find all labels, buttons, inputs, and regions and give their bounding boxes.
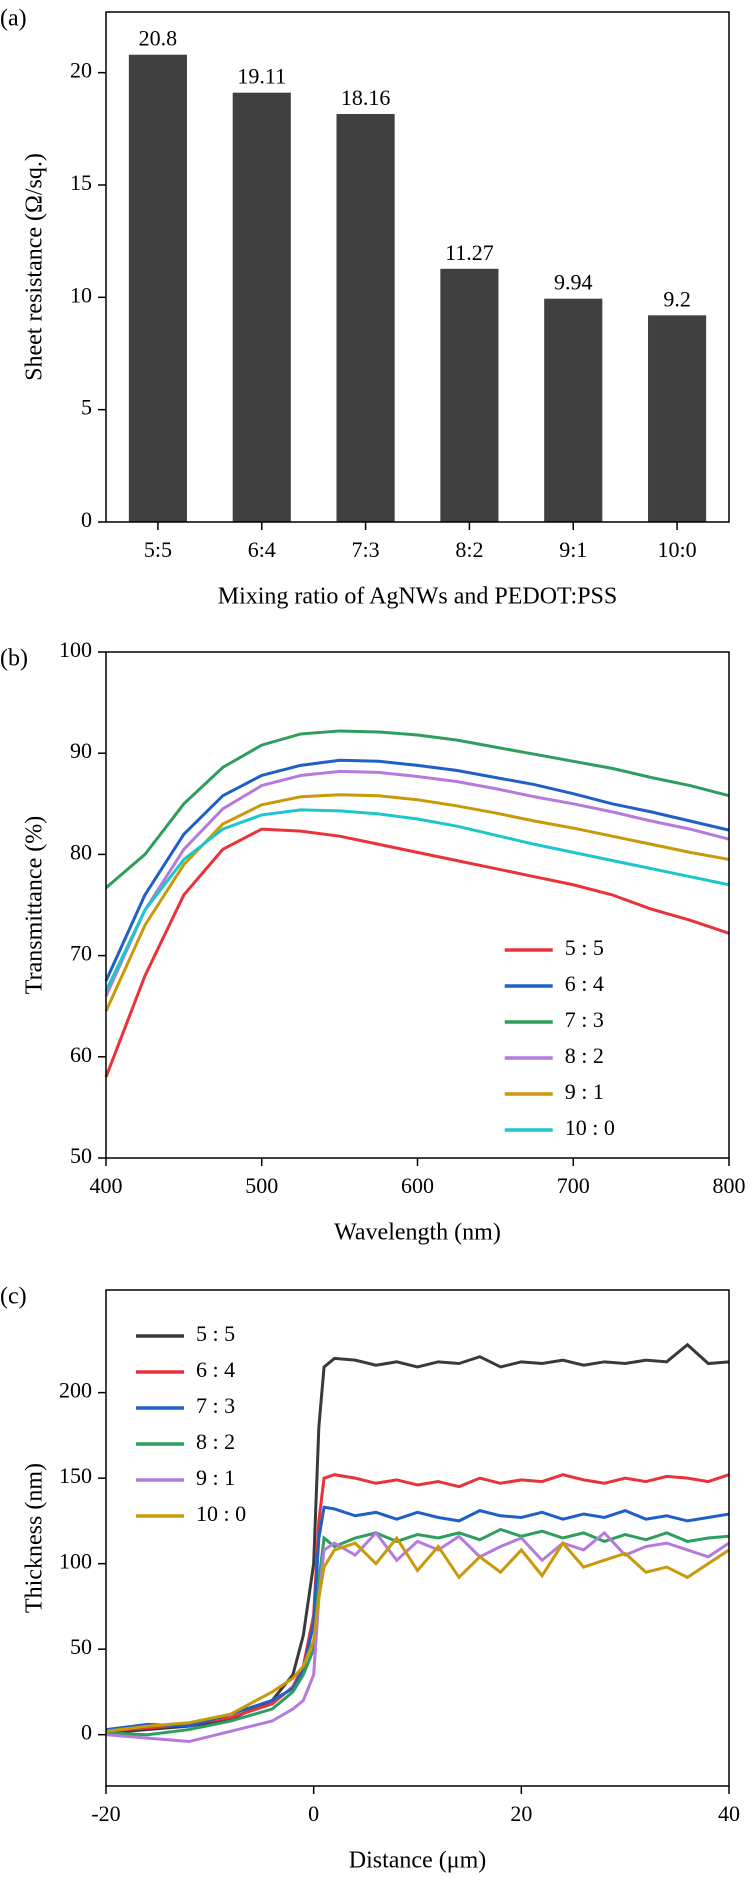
x-tick-label: 20 xyxy=(510,1801,532,1826)
data-line xyxy=(105,1530,730,1744)
x-tick-label: 7:3 xyxy=(352,537,380,562)
legend-label: 5 : 5 xyxy=(196,1321,235,1346)
legend-label: 10 : 0 xyxy=(565,1115,615,1140)
value-label: 18.16 xyxy=(341,85,391,110)
y-tick-label: 100 xyxy=(59,637,92,662)
data-line xyxy=(105,1527,730,1737)
panel-label: (b) xyxy=(0,646,28,672)
plot-frame xyxy=(105,11,730,523)
bar xyxy=(336,114,395,522)
value-label: 20.8 xyxy=(139,26,178,51)
x-tick-label: 9:1 xyxy=(559,537,587,562)
x-tick-label: 500 xyxy=(245,1173,278,1198)
y-tick-label: 150 xyxy=(59,1463,92,1488)
y-tick-label: 60 xyxy=(70,1042,92,1067)
x-tick-label: 0 xyxy=(308,1801,319,1826)
x-tick-label: 700 xyxy=(557,1173,590,1198)
x-tick-label: 600 xyxy=(401,1173,434,1198)
y-tick-label: 10 xyxy=(70,282,92,307)
data-line xyxy=(105,1505,730,1732)
y-tick-label: 0 xyxy=(81,1720,92,1745)
data-line xyxy=(105,729,730,889)
legend-label: 5 : 5 xyxy=(565,935,604,960)
x-tick-label: -20 xyxy=(91,1801,120,1826)
legend-label: 8 : 2 xyxy=(196,1429,235,1454)
plot-frame xyxy=(105,1289,730,1787)
y-tick-label: 5 xyxy=(81,395,92,420)
y-tick-label: 20 xyxy=(70,58,92,83)
x-tick-label: 8:2 xyxy=(455,537,483,562)
bar xyxy=(128,54,187,522)
legend-label: 10 : 0 xyxy=(196,1501,246,1526)
y-tick-label: 100 xyxy=(59,1549,92,1574)
bar xyxy=(440,268,499,522)
legend-label: 6 : 4 xyxy=(196,1357,235,1382)
value-label: 19.11 xyxy=(237,64,286,89)
y-tick-label: 70 xyxy=(70,941,92,966)
x-tick-label: 40 xyxy=(718,1801,740,1826)
panel-label: (a) xyxy=(0,6,27,32)
x-axis-label: Mixing ratio of AgNWs and PEDOT:PSS xyxy=(218,584,617,610)
legend-label: 7 : 3 xyxy=(565,1007,604,1032)
data-line xyxy=(104,827,730,1078)
bar xyxy=(544,298,603,522)
y-tick-label: 200 xyxy=(59,1378,92,1403)
y-tick-label: 80 xyxy=(70,839,92,864)
x-tick-label: 400 xyxy=(90,1173,123,1198)
plot-frame xyxy=(105,651,730,1159)
y-axis-label: Thickness (nm) xyxy=(22,1463,48,1613)
legend-label: 9 : 1 xyxy=(565,1079,604,1104)
bar xyxy=(648,315,707,522)
y-tick-label: 90 xyxy=(70,738,92,763)
data-line xyxy=(105,1535,730,1733)
x-tick-label: 6:4 xyxy=(248,537,276,562)
y-tick-label: 0 xyxy=(81,507,92,532)
value-label: 11.27 xyxy=(445,240,494,265)
x-tick-label: 800 xyxy=(713,1173,746,1198)
value-label: 9.94 xyxy=(554,270,593,295)
data-line xyxy=(104,808,730,992)
x-tick-label: 10:0 xyxy=(658,537,697,562)
y-tick-label: 50 xyxy=(70,1143,92,1168)
bar xyxy=(232,92,291,523)
data-line xyxy=(104,769,730,997)
panel-label: (c) xyxy=(0,1284,27,1310)
y-axis-label: Sheet resistance (Ω/sq.) xyxy=(22,153,48,381)
x-axis-label: Distance (μm) xyxy=(349,1848,486,1874)
y-tick-label: 50 xyxy=(70,1634,92,1659)
y-axis-label: Transmittance (%) xyxy=(22,816,48,994)
x-tick-label: 5:5 xyxy=(144,537,172,562)
legend-label: 7 : 3 xyxy=(196,1393,235,1418)
data-line xyxy=(104,758,730,982)
legend-label: 9 : 1 xyxy=(196,1465,235,1490)
y-tick-label: 15 xyxy=(70,170,92,195)
value-label: 9.2 xyxy=(663,286,691,311)
legend-label: 8 : 2 xyxy=(565,1043,604,1068)
legend-label: 6 : 4 xyxy=(565,971,604,996)
x-axis-label: Wavelength (nm) xyxy=(334,1220,501,1246)
